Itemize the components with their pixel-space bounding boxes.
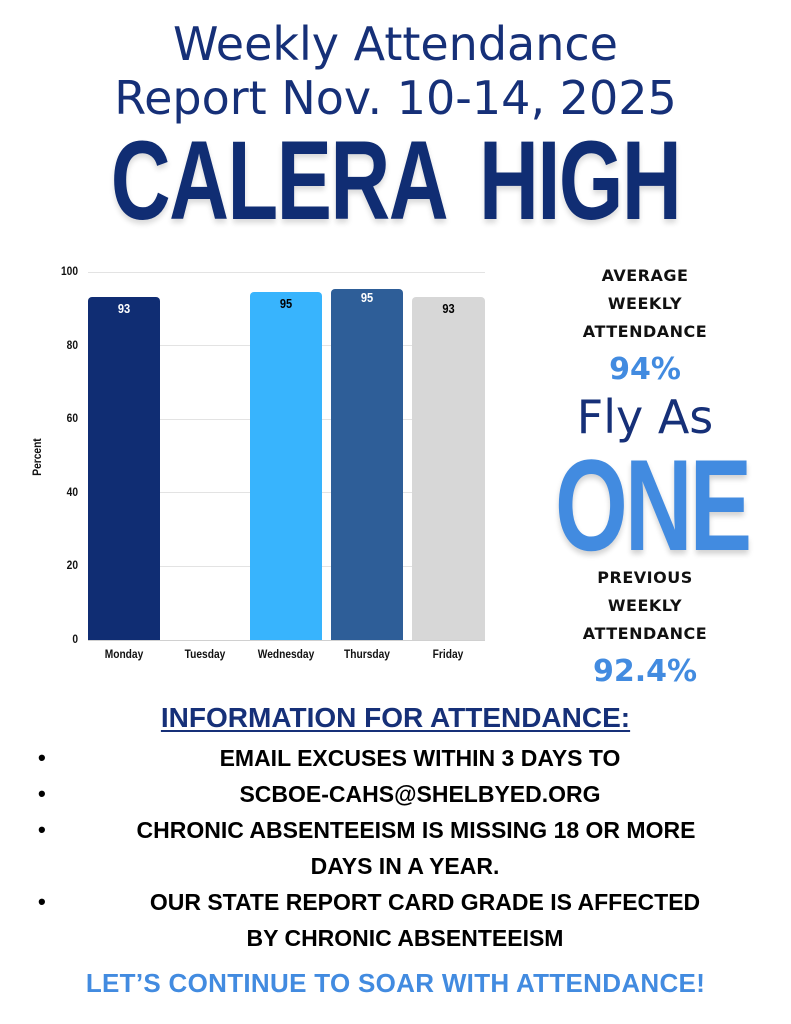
info-title: INFORMATION FOR ATTENDANCE: [160,702,631,733]
previous-heading-line-3: ATTENDANCE [582,624,708,643]
previous-heading-line-2: WEEKLY [607,596,683,615]
bullet-icon: • [38,781,46,806]
x-label-wednesday: Wednesday [257,647,315,661]
y-tick-40: 40 [66,485,78,499]
info-email: SCBOE-CAHS@SHELBYED.ORG [239,781,601,807]
footer-slogan: LET’S CONTINUE TO SOAR WITH ATTENDANCE! [85,968,706,998]
average-heading-line-3: ATTENDANCE [582,322,708,341]
bar-friday: 93 [412,297,485,640]
info-line-6: BY CHRONIC ABSENTEEISM [246,925,564,951]
previous-attendance-value: 92.4% [592,654,698,689]
x-label-thursday: Thursday [344,647,390,661]
y-tick-0: 0 [72,632,78,646]
previous-heading-line-1: PREVIOUS [597,568,693,587]
report-title-line-2: Report Nov. 10-14, 2025 [114,71,677,125]
bullet-icon: • [38,745,46,770]
school-name: CALERA HIGH [110,118,682,243]
bullet-icon: • [38,889,46,914]
bar-monday: 93 [88,297,160,640]
bar-thursday: 95 [331,289,403,640]
average-heading-line-2: WEEKLY [607,294,683,313]
info-line-4: DAYS IN A YEAR. [310,853,500,879]
y-tick-20: 20 [66,558,78,572]
y-tick-100: 100 [60,264,78,278]
bar-label-thursday: 95 [360,290,374,305]
x-label-monday: Monday [104,647,144,661]
x-label-friday: Friday [432,647,464,661]
average-attendance-value: 94% [609,352,681,387]
gridline-100 [88,272,485,273]
bar-label-monday: 93 [117,301,131,316]
info-line-1: EMAIL EXCUSES WITHIN 3 DAYS TO [219,745,621,771]
bar-wednesday: 95 [250,292,322,640]
info-line-5: OUR STATE REPORT CARD GRADE IS AFFECTED [149,889,701,915]
slogan-one: ONE [555,432,752,578]
attendance-bar-chart: Percent 100 80 60 40 20 0 93 95 95 93 Mo… [20,255,500,675]
y-tick-60: 60 [66,411,78,425]
bar-label-friday: 93 [442,301,455,316]
y-axis-label: Percent [30,438,44,476]
info-line-3: CHRONIC ABSENTEEISM IS MISSING 18 OR MOR… [136,817,696,843]
average-heading-line-1: AVERAGE [601,266,689,285]
y-tick-80: 80 [66,338,78,352]
bullet-icon: • [38,817,46,842]
report-title-line-1: Weekly Attendance [173,17,618,71]
baseline [88,640,485,641]
x-label-tuesday: Tuesday [184,647,226,661]
slogan-fly-as: Fly As [576,390,714,444]
bar-label-wednesday: 95 [279,296,293,311]
